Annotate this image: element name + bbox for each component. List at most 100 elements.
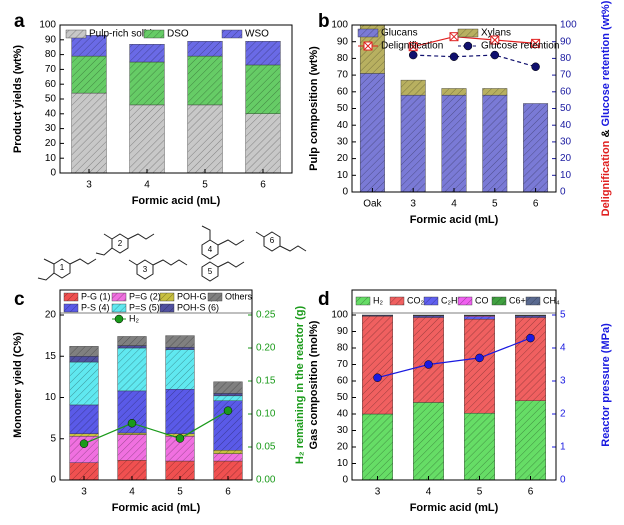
legend-swatch	[526, 297, 540, 305]
y-tick-label: 70	[337, 359, 349, 370]
x-tick-label: 4	[129, 487, 135, 498]
y2-label-part: Glucose retention (wt%)	[600, 0, 612, 129]
bar-segment	[130, 62, 165, 105]
y2-tick-label: 20	[560, 153, 572, 164]
bar-segment	[483, 88, 507, 95]
y-tick-label: 60	[45, 79, 57, 90]
x-tick-label: 6	[225, 487, 231, 498]
line-marker	[374, 374, 382, 382]
y-tick-label: 50	[45, 94, 57, 105]
y2-tick-label: 0.10	[256, 409, 276, 420]
structure-number: 5	[208, 267, 213, 276]
legend-swatch	[208, 293, 222, 301]
y-tick-label: 0	[342, 475, 348, 486]
y-axis-label: Pulp composition (wt%)	[308, 46, 320, 171]
legend-swatch	[112, 293, 126, 301]
bar-segment	[130, 44, 165, 62]
line-marker	[450, 33, 458, 41]
legend-swatch	[64, 293, 78, 301]
bar-segment	[166, 389, 195, 434]
line-marker	[176, 434, 184, 442]
x-tick-label: 5	[492, 199, 498, 210]
y-tick-label: 10	[337, 458, 349, 469]
legend-label: WSO	[245, 29, 269, 40]
y-tick-label: 0	[50, 168, 56, 179]
legend-label: CH₄	[543, 295, 560, 305]
y2-tick-label: 10	[560, 170, 572, 181]
bar-segment	[413, 402, 444, 480]
line-marker	[476, 354, 484, 362]
legend-swatch	[458, 297, 472, 305]
y2-tick-label: 0.25	[256, 310, 276, 321]
legend-label: C6+	[509, 295, 526, 305]
x-tick-label: Oak	[363, 199, 382, 210]
x-tick-label: 3	[375, 487, 381, 498]
x-tick-label: 5	[477, 487, 483, 498]
y-tick-label: 70	[337, 70, 349, 81]
y2-tick-label: 0.00	[256, 475, 276, 486]
y-tick-label: 15	[45, 351, 57, 362]
y2-tick-label: 100	[560, 20, 577, 31]
legend-label: POH-S (6)	[177, 302, 219, 312]
legend-swatch	[458, 29, 478, 37]
legend-label: CO₂	[407, 295, 425, 305]
bar-segment	[464, 319, 495, 413]
y-tick-label: 100	[39, 20, 56, 31]
y-tick-label: 90	[337, 36, 349, 47]
structures	[38, 226, 306, 281]
legend-label: DSO	[167, 29, 189, 40]
y2-tick-label: 40	[560, 120, 572, 131]
panel: b010203040506070809010001020304050607080…	[308, 0, 612, 226]
panel-label: d	[318, 289, 330, 310]
y2-axis-label: H₂ remaining in the reactor (g)	[294, 306, 306, 465]
bar-segment	[214, 450, 243, 453]
y2-axis-label: Delignification & Glucose retention (wt%…	[600, 0, 612, 216]
bar-segment	[188, 105, 223, 173]
y2-tick-label: 90	[560, 36, 572, 47]
x-tick-label: 5	[202, 180, 208, 191]
panel-label: c	[14, 289, 25, 310]
bar-segment	[515, 401, 546, 480]
bar-segment	[515, 317, 546, 400]
y-tick-label: 100	[331, 20, 348, 31]
legend-label: H₂	[129, 313, 139, 323]
bar-segment	[442, 88, 466, 95]
x-tick-label: 4	[144, 180, 150, 191]
panel-label: a	[14, 11, 25, 32]
x-tick-label: 3	[410, 199, 416, 210]
y-tick-label: 30	[337, 137, 349, 148]
x-tick-label: 6	[533, 199, 539, 210]
y-tick-label: 60	[337, 86, 349, 97]
x-axis-label: Formic acid (mL)	[410, 502, 499, 514]
y2-label-part: Delignification	[600, 140, 612, 216]
x-axis-label: Formic acid (mL)	[112, 502, 201, 514]
bar-segment	[246, 114, 281, 173]
y-tick-label: 80	[337, 343, 349, 354]
legend-label: P=S (5)	[129, 302, 160, 312]
y2-tick-label: 70	[560, 70, 572, 81]
x-axis-label: Formic acid (mL)	[410, 214, 499, 226]
bar-segment	[118, 433, 147, 435]
line-marker	[425, 361, 433, 369]
legend-marker	[115, 315, 123, 323]
y2-tick-label: 3	[560, 376, 566, 387]
legend-label: Others	[225, 291, 253, 301]
legend-swatch	[424, 297, 438, 305]
legend-label: P-S (4)	[81, 302, 110, 312]
line-marker	[224, 407, 232, 415]
bar-segment	[523, 103, 547, 192]
legend-label: H₂	[373, 295, 383, 305]
bar-segment	[70, 356, 99, 362]
bar-segment	[214, 382, 243, 394]
bar-segment	[118, 336, 147, 345]
y2-axis-label: Reactor pressure (MPa)	[600, 323, 612, 447]
bar-segment	[188, 56, 223, 105]
y-tick-label: 50	[337, 103, 349, 114]
bar-segment	[166, 350, 195, 390]
y-axis-label: Product yields (wt%)	[12, 45, 24, 154]
line-marker	[491, 51, 499, 59]
y-tick-label: 20	[45, 310, 57, 321]
bar-segment	[72, 56, 107, 93]
